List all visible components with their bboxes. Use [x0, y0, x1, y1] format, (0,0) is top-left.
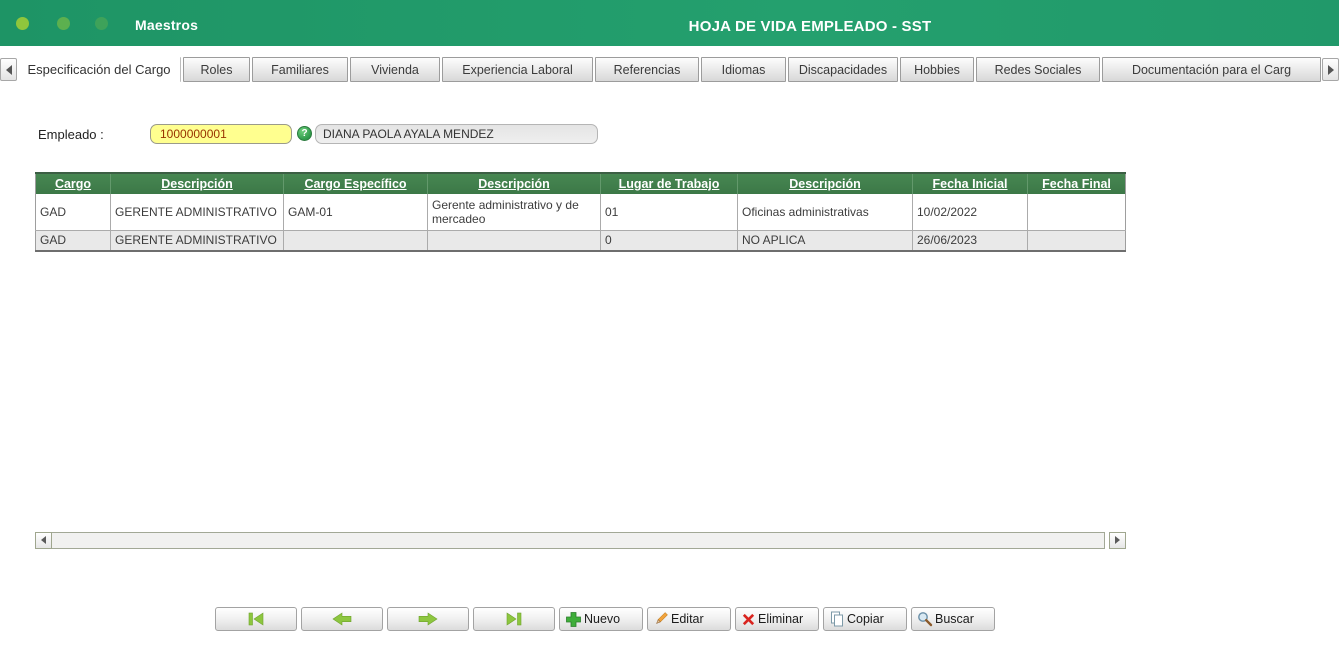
button-label: Editar: [671, 612, 704, 626]
cell: 26/06/2023: [912, 229, 1028, 251]
first-record-icon: [244, 611, 268, 627]
tab-bar: Especificación del Cargo Roles Familiare…: [0, 57, 1339, 83]
cell: GAD: [35, 194, 111, 230]
cell: GERENTE ADMINISTRATIVO: [110, 229, 284, 251]
column-header-cargo-especifico[interactable]: Cargo Específico: [283, 173, 428, 194]
copy-icon: [829, 611, 845, 627]
app-title: Maestros: [135, 17, 199, 33]
scroll-left-button[interactable]: [35, 531, 52, 549]
tab-familiares[interactable]: Familiares: [252, 57, 348, 82]
last-record-icon: [502, 611, 526, 627]
page-title: HOJA DE VIDA EMPLEADO - SST: [688, 18, 932, 35]
nuevo-button[interactable]: Nuevo: [559, 607, 643, 631]
column-header-descripcion-1[interactable]: Descripción: [110, 173, 284, 194]
button-label: Buscar: [935, 612, 974, 626]
chevron-left-icon: [5, 64, 12, 75]
next-record-button[interactable]: [387, 607, 469, 631]
tab-vivienda[interactable]: Vivienda: [350, 57, 440, 82]
horizontal-scrollbar: [35, 531, 1126, 549]
tab-hobbies[interactable]: Hobbies: [900, 57, 974, 82]
cell: 01: [600, 194, 738, 230]
copiar-button[interactable]: Copiar: [823, 607, 907, 631]
pencil-icon: [653, 611, 669, 627]
tab-idiomas[interactable]: Idiomas: [701, 57, 786, 82]
next-record-icon: [417, 611, 439, 627]
cell: 10/02/2022: [912, 194, 1028, 230]
column-header-descripcion-2[interactable]: Descripción: [427, 173, 601, 194]
tab-roles[interactable]: Roles: [183, 57, 250, 82]
cell: GAD: [35, 229, 111, 251]
button-label: Nuevo: [584, 612, 621, 626]
button-label: Copiar: [847, 612, 884, 626]
scrollbar-track[interactable]: [52, 531, 1105, 549]
cell: Gerente administrativo y de mercadeo: [427, 194, 601, 230]
tab-scroll-left-button[interactable]: [0, 58, 17, 81]
scroll-right-button[interactable]: [1109, 531, 1126, 549]
tab-documentacion-para-el-cargo[interactable]: Documentación para el Carg: [1102, 57, 1321, 82]
cell: GAM-01: [283, 194, 428, 230]
cell: Oficinas administrativas: [737, 194, 913, 230]
column-header-descripcion-3[interactable]: Descripción: [737, 173, 913, 194]
column-header-fecha-final[interactable]: Fecha Final: [1027, 173, 1126, 194]
cell: 0: [600, 229, 738, 251]
tab-scroll-right-button[interactable]: [1322, 58, 1339, 81]
column-header-fecha-inicial[interactable]: Fecha Inicial: [912, 173, 1028, 194]
cell: [1027, 229, 1126, 251]
grid-header-row: Cargo Descripción Cargo Específico Descr…: [35, 173, 1126, 194]
cargo-grid: Cargo Descripción Cargo Específico Descr…: [35, 172, 1126, 252]
tab-especificacion-del-cargo[interactable]: Especificación del Cargo: [18, 57, 181, 82]
grid-row[interactable]: GAD GERENTE ADMINISTRATIVO 0 NO APLICA 2…: [35, 229, 1126, 251]
titlebar: Maestros HOJA DE VIDA EMPLEADO - SST: [0, 0, 1339, 46]
column-header-lugar-de-trabajo[interactable]: Lugar de Trabajo: [600, 173, 738, 194]
previous-record-button[interactable]: [301, 607, 383, 631]
last-record-button[interactable]: [473, 607, 555, 631]
button-label: Eliminar: [758, 612, 804, 626]
tab-discapacidades[interactable]: Discapacidades: [788, 57, 898, 82]
help-icon[interactable]: ?: [297, 126, 312, 141]
window-dot-icon[interactable]: [16, 17, 29, 30]
cell: GERENTE ADMINISTRATIVO: [110, 194, 284, 230]
magnifier-icon: [917, 611, 933, 627]
cell: NO APLICA: [737, 229, 913, 251]
eliminar-button[interactable]: Eliminar: [735, 607, 819, 631]
editar-button[interactable]: Editar: [647, 607, 731, 631]
plus-icon: [565, 611, 582, 628]
chevron-right-icon: [1327, 64, 1334, 75]
first-record-button[interactable]: [215, 607, 297, 631]
delete-x-icon: [741, 612, 756, 627]
tab-experiencia-laboral[interactable]: Experiencia Laboral: [442, 57, 593, 82]
employee-name-field: DIANA PAOLA AYALA MENDEZ: [315, 124, 598, 144]
arrow-right-icon: [1115, 536, 1120, 544]
buscar-button[interactable]: Buscar: [911, 607, 995, 631]
window-dot-icon[interactable]: [95, 17, 108, 30]
employee-id-field[interactable]: 1000000001: [150, 124, 292, 144]
window-dot-icon[interactable]: [57, 17, 70, 30]
grid-row[interactable]: GAD GERENTE ADMINISTRATIVO GAM-01 Gerent…: [35, 194, 1126, 230]
cell: [1027, 194, 1126, 230]
record-toolbar: Nuevo Editar Eliminar Copiar Buscar: [215, 607, 995, 631]
cell: [427, 229, 601, 251]
tab-redes-sociales[interactable]: Redes Sociales: [976, 57, 1100, 82]
previous-record-icon: [331, 611, 353, 627]
arrow-left-icon: [41, 536, 46, 544]
cell: [283, 229, 428, 251]
tab-referencias[interactable]: Referencias: [595, 57, 699, 82]
column-header-cargo[interactable]: Cargo: [35, 173, 111, 194]
employee-label: Empleado :: [38, 127, 104, 142]
